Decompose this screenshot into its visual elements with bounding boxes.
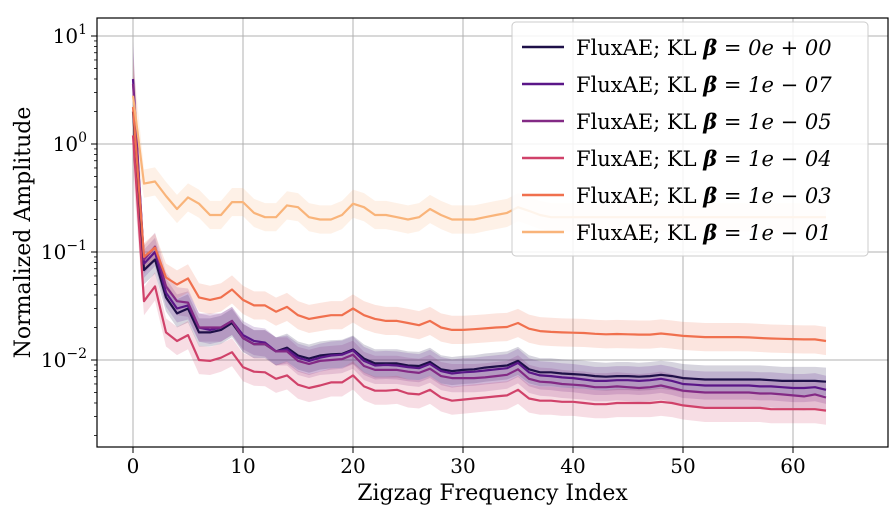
x-axis-title: Zigzag Frequency Index — [357, 481, 628, 506]
series-line-2 — [131, 83, 827, 399]
x-tick-label: 60 — [780, 454, 805, 478]
legend-label-4: FluxAE; KL β = 1e − 03 — [576, 183, 832, 208]
y-tick-label: 100 — [53, 130, 87, 156]
legend: FluxAE; KL β = 0e + 00 FluxAE; KL β = 1e … — [511, 21, 869, 257]
legend-label-2: FluxAE; KL β = 1e − 05 — [576, 109, 832, 134]
series-band-4 — [133, 70, 826, 356]
series-line-3 — [131, 135, 827, 412]
x-tick-label: 30 — [450, 454, 475, 478]
legend-box — [511, 21, 869, 257]
y-tick-label: 10−1 — [41, 238, 87, 264]
legend-label-1: FluxAE; KL β = 1e − 07 — [576, 72, 832, 97]
series-line-1 — [131, 78, 827, 391]
legend-label-0: FluxAE; KL β = 0e + 00 — [576, 35, 832, 60]
x-tick-label: 0 — [127, 454, 140, 478]
y-tick-label: 10−2 — [41, 346, 87, 372]
series-line-4 — [131, 106, 827, 343]
legend-label-3: FluxAE; KL β = 1e − 04 — [576, 146, 832, 171]
x-tick-label: 20 — [340, 454, 365, 478]
y-axis-title: Normalized Amplitude — [11, 107, 36, 359]
plot-frame — [96, 17, 889, 448]
legend-label-5: FluxAE; KL β = 1e − 01 — [576, 220, 832, 245]
x-tick-label: 10 — [230, 454, 255, 478]
x-tick-label: 40 — [560, 454, 585, 478]
y-tick-label: 101 — [53, 22, 87, 48]
axes: 0 10 20 30 40 50 60 10−2 10−1 100 101 Zigzag Freque… — [11, 17, 889, 506]
x-tick-label: 50 — [670, 454, 695, 478]
